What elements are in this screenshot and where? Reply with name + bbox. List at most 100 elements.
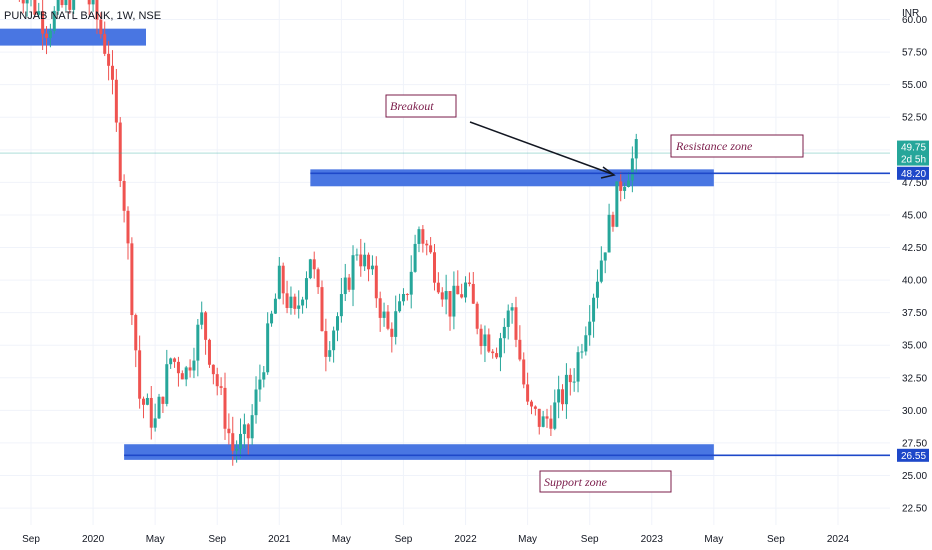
candle [48,30,52,38]
candle [619,181,623,191]
x-tick-label: 2022 [454,534,477,545]
candle [460,294,464,298]
candlestick-series [18,0,638,466]
candle [215,374,219,387]
candle [561,389,565,405]
candle [533,406,537,409]
y-tick-label: 55.00 [902,80,927,91]
y-tick-label: 35.00 [902,341,927,352]
candle [425,243,429,246]
y-tick-label: 42.50 [902,243,927,254]
candle [355,254,359,256]
price-badge [897,152,929,166]
candle [595,281,599,298]
x-axis: Sep 2020 May Sep 2021 May Sep 2022 May Sep 2023 May… [22,534,849,545]
candle [157,396,161,419]
candle [122,180,126,211]
candle [572,381,576,383]
candle [72,0,76,10]
support-annotation[interactable]: Support zone [539,470,672,493]
candle [200,312,204,325]
candle [498,338,502,358]
price-badge [897,166,929,180]
candle [273,298,277,314]
candle [301,299,305,306]
candle [479,328,483,347]
candle [592,297,596,322]
candle [510,307,514,311]
candle [367,254,371,270]
candle [436,282,440,293]
x-tick-label: 2023 [641,534,664,545]
candle [239,433,243,449]
x-tick-label: Sep [767,534,785,545]
candle [518,339,522,360]
chart-title: PUNJAB NATL BANK, 1W, NSE [4,10,161,22]
candle [64,0,68,6]
candle [87,0,91,5]
candle [242,424,246,434]
candle [452,285,456,317]
price-badge [897,448,929,462]
candle [142,398,146,405]
y-tick-label: 30.00 [902,406,927,417]
candle [564,374,568,405]
price-badge-text: 48.20 [901,169,926,180]
x-tick-label: Sep [208,534,226,545]
price-zones [0,28,714,460]
candle [370,265,374,270]
candle [262,372,266,380]
candle [433,252,436,283]
candle [68,0,72,10]
candle [126,210,130,244]
breakout-arrow [469,121,613,175]
candle [440,292,444,300]
candle [421,229,425,244]
candle [103,34,107,54]
y-tick-label: 25.00 [902,471,927,482]
x-tick-label: Sep [22,534,40,545]
candle [487,334,491,352]
candle [623,186,627,191]
y-tick-label: 40.00 [902,276,927,287]
breakout-annotation[interactable]: Breakout [385,94,616,179]
candle [107,53,111,66]
candle [537,408,541,427]
candle [161,396,165,404]
candle [52,10,56,31]
y-tick-label: 45.00 [902,210,927,221]
price-badge-text: 26.55 [901,451,926,462]
candle [464,282,468,298]
y-tick-label: 60.00 [902,15,927,26]
candle [176,361,180,374]
candle [114,79,118,123]
candle [219,386,223,388]
candle [188,367,192,371]
candle [336,316,340,331]
resistance-zone [310,169,714,187]
resistance-annotation[interactable]: Resistance zone [670,134,804,158]
candle [223,387,227,429]
arrow-head-icon [600,166,616,179]
candle [553,402,557,429]
candle [467,282,471,284]
y-axis: 22.50 25.00 27.50 30.00 32.50 35.00 37.50 40.00… [902,15,927,515]
candle [184,367,188,380]
x-tick-label: 2021 [268,534,291,545]
candle [37,11,41,15]
candle [409,271,413,295]
candle [227,428,231,434]
candle [522,359,526,385]
candle [289,296,293,308]
candle [235,448,239,451]
candle [328,350,332,357]
candle [611,214,615,227]
candle [471,283,475,304]
candle [413,243,417,272]
x-tick-label: Sep [581,534,599,545]
candle [444,291,448,300]
y-tick-label: 47.50 [902,178,927,189]
candle [138,350,142,399]
